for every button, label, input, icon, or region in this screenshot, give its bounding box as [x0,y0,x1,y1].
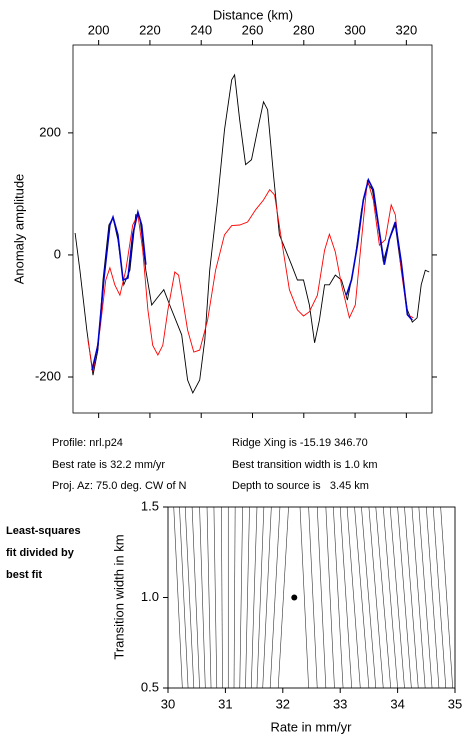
contour-line [269,506,281,689]
side-note: best fit [6,569,42,581]
x-tick-label: 300 [344,22,366,37]
contour-line [397,506,412,689]
x-tick-label: 32 [276,696,290,711]
y-tick-label: 0 [54,246,61,261]
data-line [74,73,430,394]
y-tick-label: 1.0 [141,589,159,604]
y-tick-label: 200 [39,124,61,139]
x-tick-label: 260 [242,22,264,37]
plot-frame [72,44,433,414]
x-tick-label: 320 [396,22,418,37]
y-tick-label: 1.5 [141,498,159,513]
contour-line [346,506,361,689]
x-tick-label: 33 [333,696,347,711]
plot-frame [167,506,456,689]
contour-line [299,506,309,689]
contour-line [179,506,189,689]
contour-line [361,506,377,689]
x-axis-title: Rate in mm/yr [271,719,353,734]
contour-line [173,506,183,689]
info-text: Best rate is 32.2 mm/yr [52,459,165,471]
info-text: Depth to source is 3.45 km [232,480,369,492]
info-text: Ridge Xing is -15.19 346.70 [232,437,368,449]
contour-line [375,506,392,689]
contour-line [404,506,419,689]
contour-line [308,506,318,689]
info-text: Proj. Az: 75.0 deg. CW of N [52,480,187,492]
data-line [87,179,414,373]
contour-line [213,506,218,689]
contour-line [432,506,447,689]
x-tick-label: 31 [218,696,232,711]
x-tick-label: 30 [161,696,175,711]
contour-line [368,506,384,689]
contour-line [250,506,258,689]
contour-line [206,506,212,689]
contour-line [325,506,335,689]
x-tick-label: 240 [190,22,212,37]
x-tick-label: 280 [293,22,315,37]
contour-line [262,506,272,689]
contour-line [277,506,289,689]
contour-line [389,506,405,689]
contour-line [221,506,223,689]
x-tick-label: 220 [139,22,161,37]
x-axis-title: Distance (km) [213,7,293,22]
contour-line [333,506,344,689]
y-tick-label: -200 [35,368,61,383]
contour-line [426,506,440,689]
y-axis-title: Anomaly amplitude [11,174,26,285]
data-line [91,177,413,371]
contour-line [233,506,236,689]
contour-line [199,506,206,689]
x-tick-label: 35 [448,696,462,711]
contour-line [382,506,398,689]
best-fit-point [291,594,298,601]
contour-line [418,506,433,689]
x-tick-label: 34 [390,696,404,711]
x-tick-label: 200 [88,22,110,37]
contour-line [316,506,327,689]
side-note: fit divided by [6,547,75,559]
y-axis-title: Transition width in km [111,534,126,659]
contour-line [339,506,352,689]
contour-line [411,506,426,689]
info-text: Best transition width is 1.0 km [232,459,378,471]
contour-line [239,506,243,689]
contour-line [191,506,200,689]
contour-line [440,506,454,689]
contour-line [184,506,195,689]
y-tick-label: 0.5 [141,679,159,694]
contour-line [245,506,250,689]
info-text: Profile: nrl.p24 [52,437,123,449]
side-note: Least-squares [6,525,81,537]
contour-line [256,506,265,689]
contour-line [354,506,370,689]
